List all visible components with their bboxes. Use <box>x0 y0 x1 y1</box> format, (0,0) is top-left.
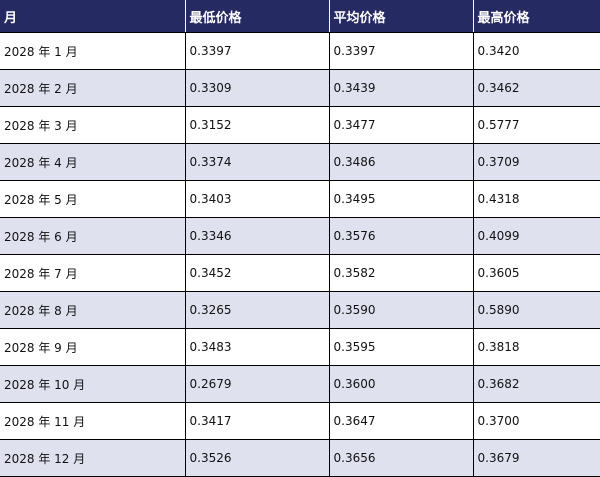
max-price-cell: 0.4318 <box>472 180 600 218</box>
month-cell: 2028 年 1 月 <box>0 32 186 70</box>
month-cell: 2028 年 10 月 <box>0 365 186 403</box>
min-price-cell: 0.3309 <box>184 69 330 107</box>
avg-price-cell: 0.3397 <box>328 32 474 70</box>
max-price-cell: 0.3700 <box>472 402 600 440</box>
avg-price-cell: 0.3590 <box>328 291 474 329</box>
table-row: 2028 年 4 月 0.3374 0.3486 0.3709 <box>0 143 600 181</box>
max-price-cell: 0.3605 <box>472 254 600 292</box>
max-price-cell: 0.5890 <box>472 291 600 329</box>
month-cell: 2028 年 6 月 <box>0 217 186 255</box>
table-row: 2028 年 1 月 0.3397 0.3397 0.3420 <box>0 32 600 70</box>
header-month: 月 <box>0 0 185 33</box>
month-cell: 2028 年 9 月 <box>0 328 186 366</box>
min-price-cell: 0.3152 <box>184 106 330 144</box>
avg-price-cell: 0.3477 <box>328 106 474 144</box>
table-row: 2028 年 11 月 0.3417 0.3647 0.3700 <box>0 402 600 440</box>
min-price-cell: 0.3452 <box>184 254 330 292</box>
avg-price-cell: 0.3647 <box>328 402 474 440</box>
month-cell: 2028 年 4 月 <box>0 143 186 181</box>
max-price-cell: 0.3818 <box>472 328 600 366</box>
min-price-cell: 0.2679 <box>184 365 330 403</box>
avg-price-cell: 0.3595 <box>328 328 474 366</box>
month-cell: 2028 年 11 月 <box>0 402 186 440</box>
min-price-cell: 0.3526 <box>184 439 330 477</box>
avg-price-cell: 0.3582 <box>328 254 474 292</box>
table-row: 2028 年 2 月 0.3309 0.3439 0.3462 <box>0 69 600 107</box>
table-row: 2028 年 3 月 0.3152 0.3477 0.5777 <box>0 106 600 144</box>
table-header: 月 最低价格 平均价格 最高价格 <box>0 0 600 33</box>
table-row: 2028 年 12 月 0.3526 0.3656 0.3679 <box>0 439 600 477</box>
max-price-cell: 0.3682 <box>472 365 600 403</box>
min-price-cell: 0.3397 <box>184 32 330 70</box>
avg-price-cell: 0.3486 <box>328 143 474 181</box>
min-price-cell: 0.3483 <box>184 328 330 366</box>
avg-price-cell: 0.3439 <box>328 69 474 107</box>
month-cell: 2028 年 12 月 <box>0 439 186 477</box>
table-row: 2028 年 8 月 0.3265 0.3590 0.5890 <box>0 291 600 329</box>
header-avg-price: 平均价格 <box>328 0 473 33</box>
month-cell: 2028 年 8 月 <box>0 291 186 329</box>
max-price-cell: 0.3462 <box>472 69 600 107</box>
table-row: 2028 年 9 月 0.3483 0.3595 0.3818 <box>0 328 600 366</box>
table-row: 2028 年 6 月 0.3346 0.3576 0.4099 <box>0 217 600 255</box>
month-cell: 2028 年 5 月 <box>0 180 186 218</box>
table-row: 2028 年 10 月 0.2679 0.3600 0.3682 <box>0 365 600 403</box>
max-price-cell: 0.3420 <box>472 32 600 70</box>
avg-price-cell: 0.3495 <box>328 180 474 218</box>
month-cell: 2028 年 3 月 <box>0 106 186 144</box>
min-price-cell: 0.3265 <box>184 291 330 329</box>
avg-price-cell: 0.3600 <box>328 365 474 403</box>
header-min-price: 最低价格 <box>184 0 329 33</box>
max-price-cell: 0.3679 <box>472 439 600 477</box>
avg-price-cell: 0.3576 <box>328 217 474 255</box>
min-price-cell: 0.3417 <box>184 402 330 440</box>
table-body: 2028 年 1 月 0.3397 0.3397 0.3420 2028 年 2 月 0.… <box>0 32 600 477</box>
avg-price-cell: 0.3656 <box>328 439 474 477</box>
max-price-cell: 0.3709 <box>472 143 600 181</box>
min-price-cell: 0.3403 <box>184 180 330 218</box>
min-price-cell: 0.3346 <box>184 217 330 255</box>
max-price-cell: 0.4099 <box>472 217 600 255</box>
table-row: 2028 年 7 月 0.3452 0.3582 0.3605 <box>0 254 600 292</box>
month-cell: 2028 年 7 月 <box>0 254 186 292</box>
header-max-price: 最高价格 <box>472 0 600 33</box>
table-row: 2028 年 5 月 0.3403 0.3495 0.4318 <box>0 180 600 218</box>
min-price-cell: 0.3374 <box>184 143 330 181</box>
month-cell: 2028 年 2 月 <box>0 69 186 107</box>
max-price-cell: 0.5777 <box>472 106 600 144</box>
